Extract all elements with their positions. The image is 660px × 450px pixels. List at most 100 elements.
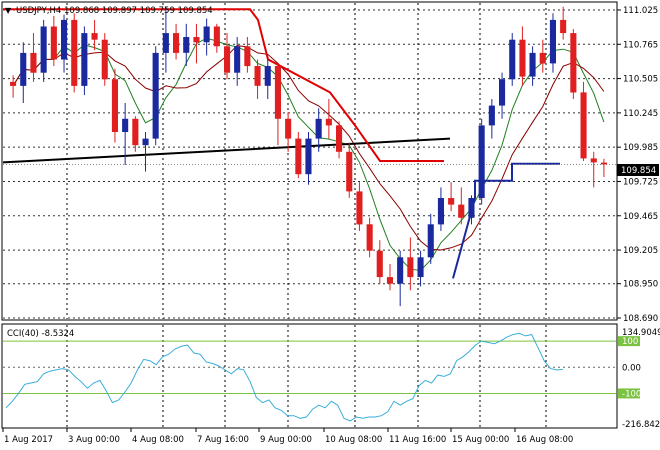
candle-body (101, 39, 108, 80)
candle-body (203, 26, 210, 43)
candle-body (539, 52, 546, 64)
time-tick-label: 10 Aug 08:00 (325, 435, 382, 445)
candle-body (315, 118, 322, 139)
candle-body (356, 191, 363, 225)
candle-body (448, 198, 455, 205)
candle-body (590, 158, 597, 163)
level-badge-label: 100 (622, 337, 638, 347)
candle-body (183, 37, 190, 53)
indicator-grid (3, 325, 616, 427)
candle-body (254, 66, 261, 86)
candle-body (499, 79, 506, 106)
candle-body (162, 33, 169, 53)
candle-body (264, 66, 271, 86)
indicator-tick-label: -216.8423 (622, 420, 660, 430)
time-tick-label: 4 Aug 08:00 (132, 435, 184, 445)
candle-body (81, 33, 88, 86)
time-tick-label: 9 Aug 00:00 (260, 435, 312, 445)
price-tick-label: 111.025 (623, 6, 658, 16)
candle-body (560, 19, 567, 34)
indicator-tick-label: 0.00 (622, 363, 641, 373)
candle-body (427, 224, 434, 258)
candle-body (417, 257, 424, 278)
time-tick-label: 16 Aug 08:00 (516, 435, 573, 445)
candle-body (40, 26, 47, 73)
price-tick-label: 110.245 (623, 109, 658, 119)
time-tick-label: 11 Aug 16:00 (389, 435, 446, 445)
indicator-label: CCI(40) -8.5324 (7, 329, 74, 339)
time-axis: 1 Aug 2017 3 Aug 00:00 4 Aug 08:00 7 Aug 16… (2, 428, 573, 445)
price-tick-label: 108.690 (623, 314, 658, 324)
candle-body (213, 26, 220, 47)
candle-body (142, 138, 149, 146)
level-badge-label: -100 (622, 389, 641, 399)
level-badge (618, 336, 640, 347)
candle-body (325, 118, 332, 126)
current-price-label: 109.854 (621, 166, 656, 176)
candle-body (468, 198, 475, 218)
candle-body (224, 46, 231, 73)
candle-body (10, 81, 17, 86)
candle-body (152, 52, 159, 139)
ma-fast-line (12, 37, 605, 272)
candle-body (478, 125, 485, 198)
current-price-badge (617, 164, 659, 176)
candle-body (407, 257, 414, 278)
candle-body (580, 92, 587, 159)
candle-body (234, 46, 241, 73)
level-badge (618, 388, 640, 399)
indicator-series (5, 332, 564, 422)
candle-body (519, 39, 526, 77)
price-tick-label: 108.950 (623, 280, 658, 290)
price-tick-label: 110.505 (623, 75, 658, 85)
candle-body (193, 37, 200, 43)
candle-body (549, 19, 556, 64)
candle-body (458, 204, 465, 218)
candle-body (529, 52, 536, 77)
candle-body (122, 118, 129, 132)
time-tick-label: 1 Aug 2017 (4, 435, 53, 445)
time-tick-label: 7 Aug 16:00 (197, 435, 249, 445)
candle-body (376, 250, 383, 278)
price-axis: 111.025 110.765 110.505 110.245 109.985 109.7… (617, 6, 658, 324)
ma-slow-line (12, 44, 605, 251)
candle-body (488, 105, 495, 126)
candles (10, 6, 607, 307)
candle-body (305, 138, 312, 175)
cci-line (5, 332, 564, 422)
chart-title: USDJPY,H4 109.868 109.897 109.759 109.85… (16, 6, 213, 16)
candle-body (173, 33, 180, 53)
candle-body (346, 151, 353, 192)
candle-body (244, 46, 251, 67)
candle-body (132, 118, 139, 146)
candle-body (61, 19, 68, 60)
candle-body (285, 118, 292, 139)
price-tick-label: 110.765 (623, 40, 658, 50)
indicator-tick-label: 134.9049 (622, 328, 660, 338)
candle-body (509, 39, 516, 80)
candle-body (397, 257, 404, 284)
price-tick-label: 109.465 (623, 212, 658, 222)
candle-body (91, 33, 98, 40)
candle-body (336, 125, 343, 152)
candle-body (570, 33, 577, 93)
trend-line (2, 137, 451, 164)
time-tick-label: 15 Aug 00:00 (452, 435, 509, 445)
candle-body (366, 224, 373, 251)
stop-line-red (3, 8, 444, 162)
time-tick-label: 3 Aug 00:00 (68, 435, 120, 445)
price-tick-label: 109.985 (623, 143, 658, 153)
candle-body (71, 19, 78, 86)
candle-body (274, 66, 281, 119)
price-tick-label: 109.725 (623, 177, 658, 187)
candle-body (386, 277, 393, 284)
chart-menu-icon[interactable]: ▼ (5, 6, 12, 15)
candle-body (30, 52, 37, 73)
price-tick-label: 109.205 (623, 246, 658, 256)
candle-body (20, 52, 27, 86)
candle-body (295, 138, 302, 175)
candle-body (111, 79, 118, 132)
candle-body (600, 162, 607, 165)
